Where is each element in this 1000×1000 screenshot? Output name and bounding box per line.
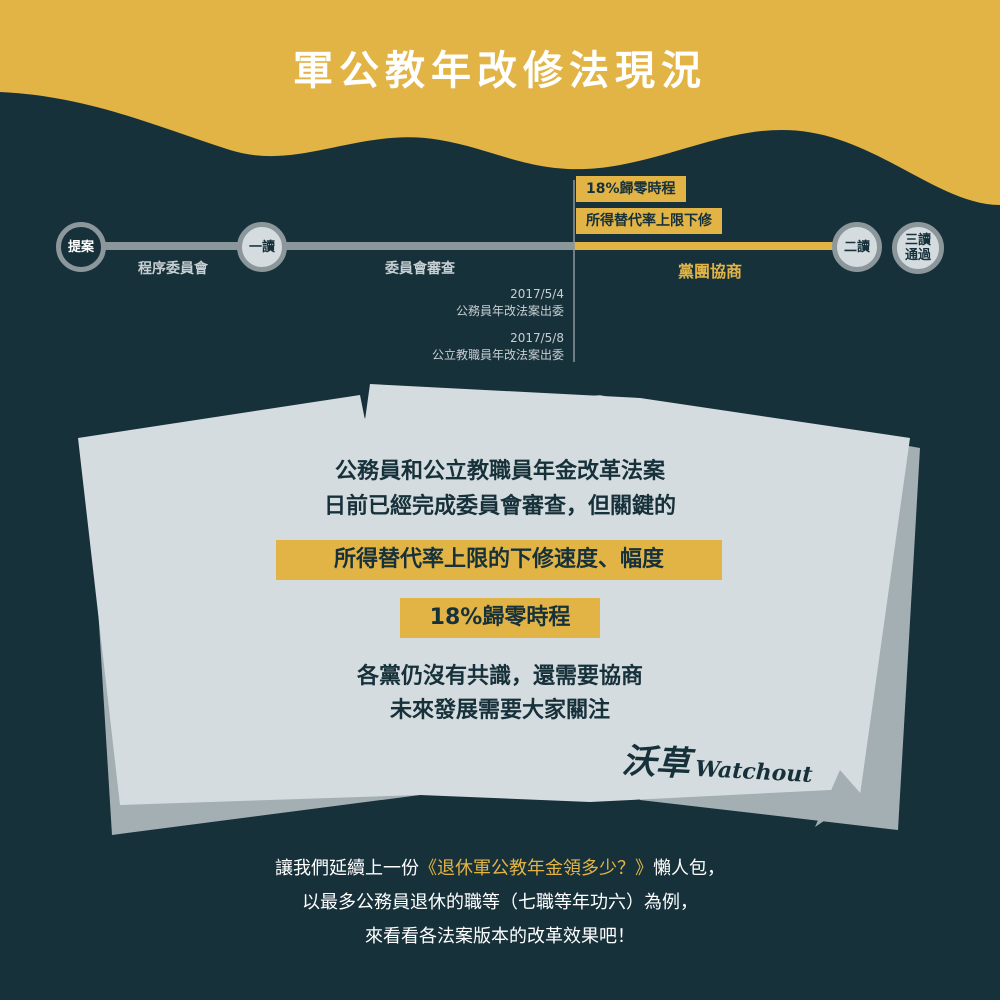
note-text: 公立教職員年改法案出委 [431,348,564,362]
node-third-reading-label: 三讀通過 [904,233,931,263]
paper-line-1: 公務員和公立教職員年金改革法案 [334,459,665,484]
logo-chinese: 沃草 [620,741,691,785]
node-proposal: 提案 [56,222,106,272]
stage-procedure: 程序委員會 [138,261,208,277]
tag-18-percent: 18%歸零時程 [576,176,686,202]
note-text: 公務員年改法案出委 [455,304,564,318]
node-proposal-label: 提案 [67,239,94,255]
highlight-replacement-rate: 所得替代率上限的下修速度、幅度 [276,540,722,580]
page-title: 軍公教年改修法現況 [293,48,707,94]
footer-referenced-guide: 《退休軍公教年金領多少？》 [419,858,653,879]
highlight-18-percent: 18%歸零時程 [400,598,600,638]
footer-line-2: 以最多公務員退休的職等（七職等年功六）為例， [302,892,698,913]
footer-line-3: 來看看各法案版本的改革效果吧！ [365,926,635,947]
node-first-reading: 一讀 [237,222,287,272]
note-date: 2017/5/8 [510,331,564,345]
node-third-reading: 三讀通過 [892,222,944,274]
footer-line-1-pre: 讓我們延續上一份 [275,858,419,879]
timeline [90,180,850,362]
note-2017-5-8: 2017/5/8 公立教職員年改法案出委 [432,330,564,364]
watchout-logo: 沃草 Watchout [621,733,814,792]
footer-line-1: 讓我們延續上一份《退休軍公教年金領多少？》懶人包， [0,852,1000,886]
paper-card [78,384,920,835]
node-second-reading: 二讀 [832,222,882,272]
note-2017-5-4: 2017/5/4 公務員年改法案出委 [456,286,564,320]
paper-line-4: 未來發展需要大家關注 [389,698,610,723]
paper-line-3: 各黨仍沒有共識，還需要協商 [356,664,643,689]
logo-english: Watchout [694,755,814,788]
stage-committee-review: 委員會審查 [385,261,455,277]
paper-line-2: 日前已經完成委員會審查，但關鍵的 [323,494,676,519]
note-date: 2017/5/4 [510,287,564,301]
tag-replacement-rate: 所得替代率上限下修 [576,208,722,234]
header-banner [0,0,1000,205]
footer-line-1-post: 懶人包， [653,858,725,879]
node-second-reading-label: 二讀 [843,239,870,255]
stage-party-negotiation: 黨團協商 [678,262,743,281]
node-first-reading-label: 一讀 [248,239,275,255]
